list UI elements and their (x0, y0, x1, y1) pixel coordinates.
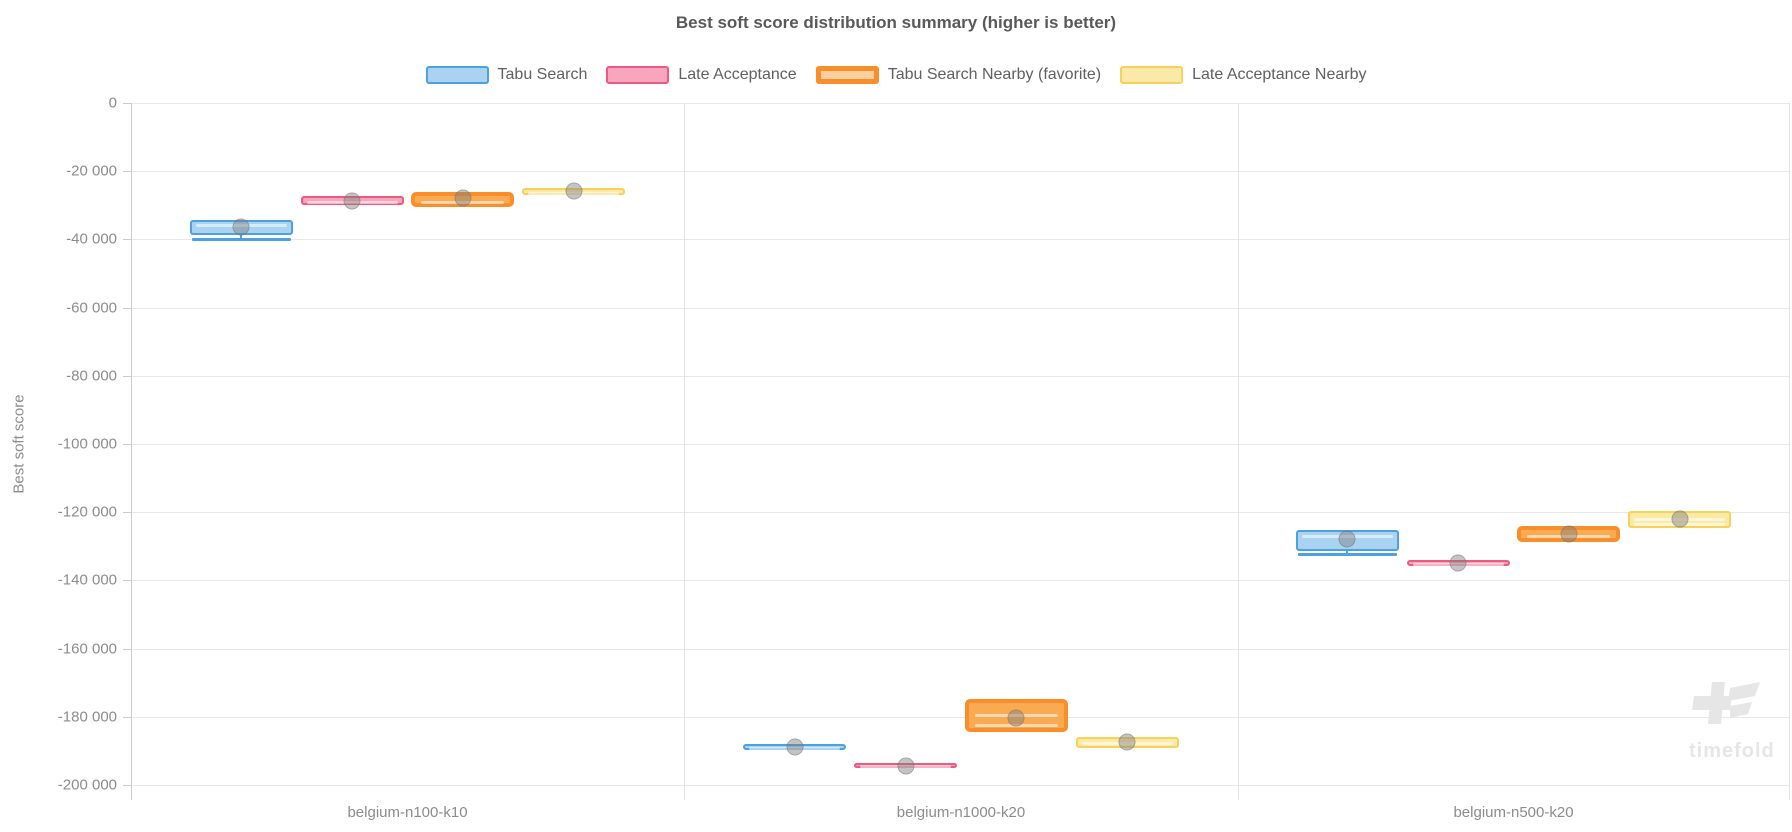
y-tick-label: -180 000 (57, 708, 117, 726)
whisker-line (240, 235, 243, 240)
y-axis-tick (123, 444, 131, 445)
y-tick-label: -40 000 (66, 230, 117, 248)
mean-dot[interactable] (1338, 530, 1356, 548)
legend-item-3[interactable]: Late Acceptance Nearby (1120, 66, 1366, 84)
y-tick-label: 0 (108, 94, 117, 112)
y-tick-label: -100 000 (57, 435, 117, 453)
axis-split-line (684, 103, 685, 800)
y-axis-tick (123, 648, 131, 650)
legend-label: Tabu Search Nearby (favorite) (887, 66, 1102, 83)
mean-dot[interactable] (897, 757, 915, 775)
y-tick-label: -160 000 (57, 640, 117, 658)
legend-label: Late Acceptance (678, 66, 797, 83)
timefold-watermark: timefold (1689, 680, 1775, 770)
chart-title: Best soft score distribution summary (hi… (675, 13, 1117, 32)
legend-swatch (1120, 66, 1184, 84)
watermark-text: timefold (1689, 740, 1775, 762)
gridline (131, 785, 1789, 786)
gridline (131, 239, 1789, 241)
legend-item-0[interactable]: Tabu Search (425, 66, 588, 84)
mean-dot[interactable] (786, 738, 804, 756)
gridline (131, 171, 1789, 173)
legend-swatch (606, 66, 670, 84)
y-axis-tick (123, 716, 131, 718)
y-tick-label: -140 000 (57, 571, 117, 589)
whisker-line (1346, 551, 1349, 554)
mean-dot[interactable] (1007, 709, 1025, 727)
y-tick-label: -200 000 (57, 776, 117, 794)
category-label: belgium-n100-k10 (347, 804, 468, 821)
y-axis-tick (123, 375, 131, 377)
y-tick-label: -20 000 (66, 162, 117, 180)
axis-split-line (1789, 103, 1790, 800)
gridline (131, 444, 1789, 445)
mean-dot[interactable] (1118, 733, 1136, 751)
gridline (131, 512, 1789, 514)
timefold-logo-icon (1692, 682, 1760, 724)
y-tick-label: -60 000 (66, 299, 117, 317)
y-axis-tick (123, 785, 131, 786)
y-axis-tick (123, 103, 131, 104)
y-axis-tick (123, 512, 131, 514)
y-axis-tick (123, 580, 131, 582)
mean-dot[interactable] (1560, 525, 1578, 543)
y-axis-tick (123, 171, 131, 173)
category-label: belgium-n500-k20 (1453, 804, 1574, 821)
mean-dot[interactable] (1449, 554, 1467, 572)
legend-swatch (815, 66, 879, 84)
axis-split-line (1238, 103, 1239, 800)
y-axis-line (131, 103, 132, 800)
mean-dot[interactable] (1671, 510, 1689, 528)
gridline (131, 307, 1789, 309)
gridline (131, 648, 1789, 650)
gridline (131, 375, 1789, 377)
category-label: belgium-n1000-k20 (896, 804, 1026, 821)
legend-item-2[interactable]: Tabu Search Nearby (favorite) (815, 66, 1102, 84)
y-axis-tick (123, 239, 131, 241)
y-axis-tick (123, 307, 131, 309)
gridline (131, 716, 1789, 718)
legend: Tabu Search Late Acceptance Tabu Search Ne… (0, 66, 1792, 84)
legend-label: Tabu Search (497, 66, 588, 83)
whisker-cap (1297, 552, 1397, 556)
gridline (131, 580, 1789, 582)
legend-label: Late Acceptance Nearby (1192, 66, 1367, 83)
mean-dot[interactable] (232, 218, 250, 236)
mean-dot[interactable] (565, 182, 583, 200)
whisker-cap (191, 238, 291, 242)
legend-item-1[interactable]: Late Acceptance (606, 66, 797, 84)
legend-swatch (425, 66, 489, 84)
gridline (131, 103, 1789, 104)
mean-dot[interactable] (454, 189, 472, 207)
mean-dot[interactable] (343, 192, 361, 210)
y-tick-label: -80 000 (66, 367, 117, 385)
y-tick-label: -120 000 (57, 503, 117, 521)
